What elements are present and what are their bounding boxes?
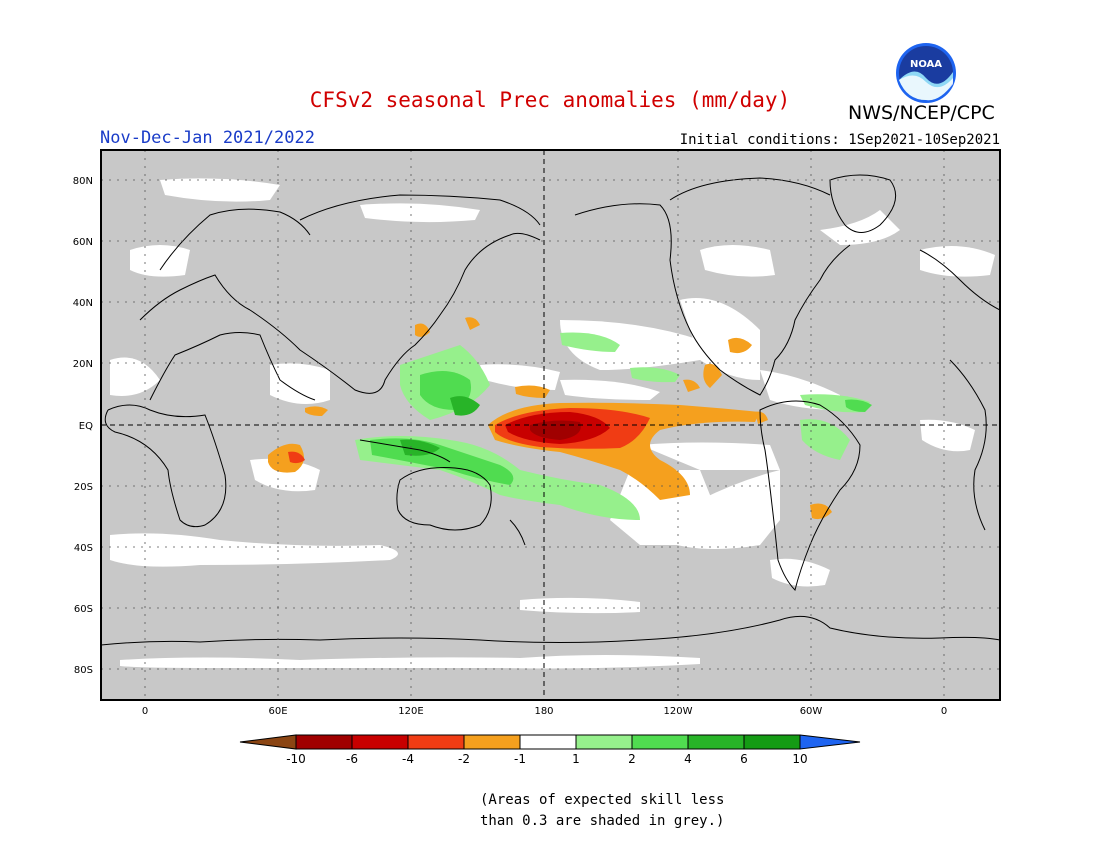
map-frame	[100, 149, 1001, 701]
noaa-logo-text: NOAA	[910, 59, 942, 70]
lon-label: 120W	[664, 706, 693, 717]
colorbar-swatch	[295, 734, 353, 750]
skill-note: (Areas of expected skill less than 0.3 a…	[480, 790, 724, 832]
colorbar-swatch	[407, 734, 465, 750]
colorbar-tick: -10	[286, 752, 306, 766]
noaa-logo: NOAA	[895, 42, 957, 108]
lat-label: 20S	[74, 482, 93, 493]
lat-label: 80N	[73, 176, 93, 187]
lat-label: 40N	[73, 298, 93, 309]
lon-label: 60W	[800, 706, 823, 717]
skill-note-line: than 0.3 are shaded in grey.)	[480, 813, 725, 829]
latitude-labels: 80N 60N 40N 20N EQ 20S 40S 60S 80S	[73, 176, 93, 676]
colorbar-tick: 2	[628, 752, 636, 766]
longitude-labels: 0 60E 120E 180 120W 60W 0	[142, 706, 947, 717]
lon-label: 180	[534, 706, 553, 717]
skill-note-line: (Areas of expected skill less	[480, 792, 725, 808]
lon-label: 120E	[398, 706, 423, 717]
lat-label: EQ	[79, 421, 93, 432]
colorbar-swatch	[519, 734, 577, 750]
colorbar-tick: -1	[514, 752, 526, 766]
equator-dateline	[101, 150, 1000, 700]
lat-label: 60N	[73, 237, 93, 248]
lat-label: 40S	[74, 543, 93, 554]
coastlines	[101, 174, 1000, 646]
colorbar-tick: 10	[792, 752, 807, 766]
colorbar	[239, 734, 861, 750]
colorbar-tick: -2	[458, 752, 470, 766]
graticule	[101, 150, 1000, 700]
colorbar-swatch	[351, 734, 409, 750]
forecast-period: Nov-Dec-Jan 2021/2022	[100, 128, 315, 148]
colorbar-arrow-right	[799, 734, 861, 750]
colorbar-tick: -4	[402, 752, 414, 766]
lat-label: 60S	[74, 604, 93, 615]
colorbar-swatch	[687, 734, 745, 750]
colorbar-tick: 6	[740, 752, 748, 766]
initial-conditions: Initial conditions: 1Sep2021-10Sep2021	[679, 132, 1000, 148]
colorbar-tick: 4	[684, 752, 692, 766]
colorbar-swatch	[575, 734, 633, 750]
dry-anomalies	[268, 317, 832, 520]
colorbar-swatch	[631, 734, 689, 750]
map-plot-area	[101, 150, 1000, 700]
colorbar-tick-labels: -10 -6 -4 -2 -1 1 2 4 6 10	[286, 752, 807, 766]
colorbar-swatch	[743, 734, 801, 750]
lat-label: 80S	[74, 665, 93, 676]
colorbar-tick: -6	[346, 752, 358, 766]
lon-label: 0	[941, 706, 947, 717]
lat-label: 20N	[73, 359, 93, 370]
lon-label: 0	[142, 706, 148, 717]
chart-title: CFSv2 seasonal Prec anomalies (mm/day)	[309, 88, 791, 112]
colorbar-tick: 1	[572, 752, 580, 766]
organization-label: NWS/NCEP/CPC	[848, 102, 995, 124]
lon-label: 60E	[268, 706, 287, 717]
colorbar-swatch	[463, 734, 521, 750]
colorbar-arrow-left	[239, 734, 297, 750]
